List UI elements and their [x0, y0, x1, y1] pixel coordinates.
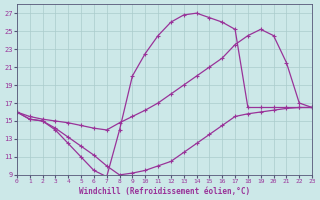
X-axis label: Windchill (Refroidissement éolien,°C): Windchill (Refroidissement éolien,°C)	[79, 187, 250, 196]
